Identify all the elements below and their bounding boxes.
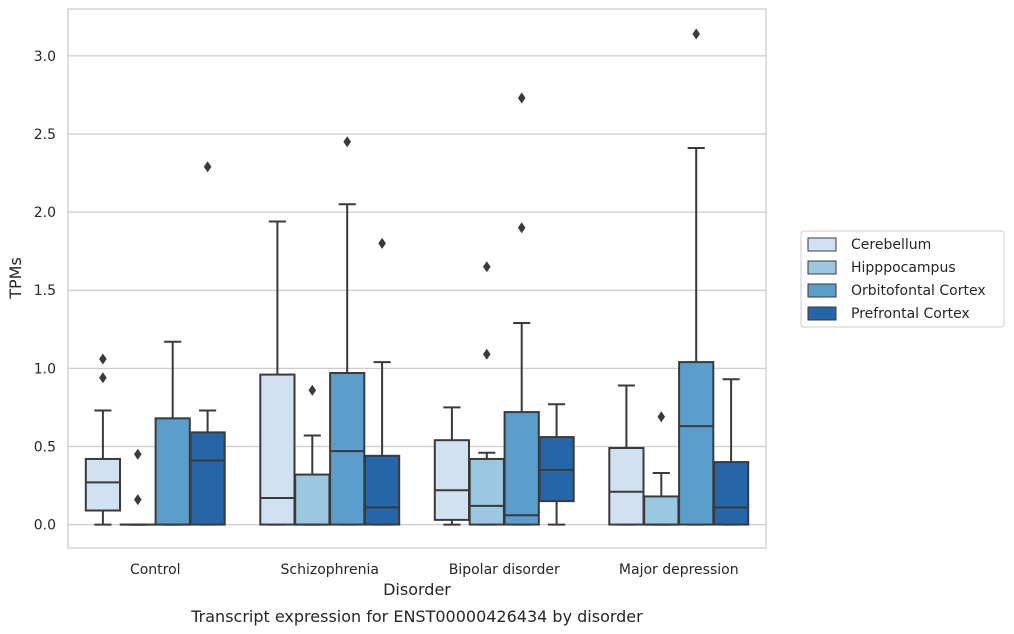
box-0-1 <box>259 220 296 526</box>
box-1-2 <box>468 261 505 526</box>
box-body <box>678 361 715 526</box>
legend-label: Cerebellum <box>851 237 931 253</box>
x-tick-label: Schizophrenia <box>281 562 379 578</box>
box-3-0 <box>189 161 226 526</box>
y-tick-label: 0.5 <box>34 439 56 455</box>
box-body <box>259 373 296 526</box>
box-0-2 <box>433 406 471 526</box>
box-body <box>84 457 122 512</box>
x-tick-label: Major depression <box>619 562 739 578</box>
chart-caption: Transcript expression for ENST0000042643… <box>190 607 643 626</box>
outlier-point <box>378 237 386 249</box>
box-body <box>712 461 750 526</box>
plot-area-frame <box>67 8 767 549</box>
legend-swatch <box>807 306 837 321</box>
x-tick-labels: Control Schizophrenia Bipolar disorder Majo… <box>130 562 739 578</box>
box-1-1 <box>294 384 331 526</box>
outlier-point <box>692 28 700 40</box>
box-2-1 <box>329 136 366 526</box>
legend-swatch <box>807 237 837 252</box>
box-body <box>503 411 540 526</box>
outlier-point <box>134 448 142 460</box>
box-body <box>294 473 331 526</box>
legend-label: Prefrontal Cortex <box>851 306 970 322</box>
y-tick-label: 1.5 <box>34 283 56 299</box>
box-body <box>608 447 645 526</box>
y-tick-label: 0.0 <box>34 518 56 534</box>
y-tick-label: 2.5 <box>34 127 56 143</box>
box-1-0 <box>119 448 156 526</box>
box-body <box>154 417 191 526</box>
box-2-3 <box>678 28 715 526</box>
y-tick-labels: 0.0 0.5 1.0 1.5 2.0 2.5 3.0 <box>34 49 56 534</box>
box-2-2 <box>503 92 540 526</box>
y-tick-label: 2.0 <box>34 205 56 221</box>
outlier-point <box>99 353 107 365</box>
outlier-point <box>483 348 491 360</box>
y-axis-label: TPMs <box>6 257 25 300</box>
x-tick-label: Control <box>130 562 181 578</box>
box-0-3 <box>608 384 645 526</box>
box-3-3 <box>712 378 750 526</box>
legend-swatch <box>807 283 837 298</box>
box-body <box>189 431 226 526</box>
outlier-point <box>517 222 526 234</box>
box-body <box>468 457 505 526</box>
outlier-point <box>517 92 526 104</box>
x-axis-label: Disorder <box>383 580 451 599</box>
box-body <box>329 372 366 526</box>
box-0-0 <box>84 353 122 526</box>
box-2-0 <box>154 340 191 526</box>
box-3-2 <box>538 403 575 526</box>
outlier-point <box>308 384 317 396</box>
box-body <box>433 439 471 521</box>
box-3-1 <box>363 237 401 526</box>
legend-label: Orbitofontal Cortex <box>851 283 986 299</box>
y-tick-label: 1.0 <box>34 361 56 377</box>
outlier-point <box>99 372 107 384</box>
legend-label: Hipppocampus <box>851 260 956 276</box>
legend-swatch <box>807 260 837 275</box>
box-body <box>363 454 401 526</box>
outlier-point <box>203 161 212 173</box>
outlier-point <box>657 411 666 423</box>
x-tick-label: Bipolar disorder <box>449 562 560 578</box>
outlier-point <box>483 261 491 273</box>
outlier-point <box>343 136 351 148</box>
outlier-point <box>134 494 142 506</box>
y-tick-label: 3.0 <box>34 49 56 65</box>
box-body <box>643 495 680 526</box>
legend-frame <box>800 230 1005 328</box>
boxes <box>84 28 750 526</box>
box-1-3 <box>643 411 680 526</box>
legend: Cerebellum Hipppocampus Orbitofontal Corte… <box>800 230 1005 328</box>
